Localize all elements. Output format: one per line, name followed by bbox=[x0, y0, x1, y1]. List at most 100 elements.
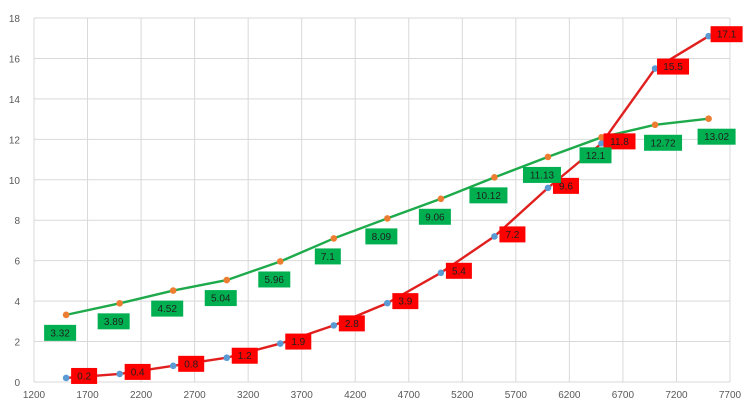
data-label-box bbox=[579, 147, 612, 164]
data-label-box bbox=[71, 367, 98, 384]
data-point bbox=[330, 235, 338, 242]
data-label-box bbox=[697, 128, 736, 145]
y-tick-label: 6 bbox=[14, 257, 20, 268]
data-label: 0.4 bbox=[124, 363, 151, 380]
data-label-text: 1.9 bbox=[291, 337, 305, 348]
data-label-text: 12.1 bbox=[586, 151, 606, 162]
data-label-box bbox=[522, 166, 561, 183]
data-label-box bbox=[285, 333, 312, 350]
data-point bbox=[437, 195, 445, 203]
x-tick-label: 6700 bbox=[612, 390, 635, 401]
data-label-box bbox=[204, 290, 237, 307]
y-tick-label: 0 bbox=[14, 378, 20, 389]
data-point bbox=[116, 300, 123, 307]
data-label-text: 0.8 bbox=[184, 359, 198, 370]
data-label: 8.09 bbox=[365, 228, 398, 245]
data-point bbox=[437, 269, 445, 277]
x-tick-label: 3700 bbox=[291, 390, 314, 401]
data-label-text: 7.1 bbox=[321, 252, 335, 263]
data-label-text: 13.02 bbox=[704, 132, 729, 143]
y-tick-label: 8 bbox=[14, 216, 20, 227]
data-label-box bbox=[445, 262, 472, 279]
data-label-box bbox=[499, 226, 526, 243]
data-point bbox=[705, 32, 712, 40]
data-label: 9.06 bbox=[418, 208, 451, 225]
data-point bbox=[491, 233, 498, 240]
data-label-box bbox=[314, 248, 341, 265]
data-label-box bbox=[258, 271, 291, 288]
data-label-box bbox=[44, 324, 77, 341]
data-label-box bbox=[97, 313, 130, 330]
data-point bbox=[598, 140, 605, 147]
x-tick-label: 4700 bbox=[398, 390, 421, 401]
data-label-text: 12.72 bbox=[651, 138, 676, 149]
data-label-box bbox=[603, 133, 636, 150]
data-point bbox=[62, 374, 70, 382]
data-label: 7.1 bbox=[314, 248, 341, 265]
data-label-text: 3.9 bbox=[398, 297, 412, 308]
data-label-box bbox=[151, 300, 184, 317]
data-label-box bbox=[392, 293, 419, 310]
data-point bbox=[598, 134, 605, 141]
x-tick-label: 7700 bbox=[719, 390, 742, 401]
data-label: 4.52 bbox=[151, 300, 184, 317]
data-label: 10.12 bbox=[469, 187, 508, 204]
data-label: 7.2 bbox=[499, 226, 526, 243]
data-label: 0.8 bbox=[178, 355, 205, 372]
series-1 bbox=[62, 32, 712, 382]
data-label-box bbox=[644, 134, 683, 151]
data-label: 5.4 bbox=[445, 262, 472, 279]
data-label: 17.1 bbox=[710, 26, 743, 43]
data-point bbox=[116, 370, 123, 378]
data-label-text: 5.04 bbox=[211, 294, 231, 305]
data-point bbox=[169, 362, 177, 370]
x-tick-label: 5200 bbox=[451, 390, 474, 401]
data-label: 1.9 bbox=[285, 333, 312, 350]
data-label: 5.04 bbox=[204, 290, 237, 307]
data-label-text: 7.2 bbox=[505, 230, 519, 241]
data-label-box bbox=[418, 208, 451, 225]
data-label: 3.9 bbox=[392, 293, 419, 310]
data-label-text: 10.12 bbox=[476, 191, 501, 202]
data-label: 11.13 bbox=[522, 166, 561, 183]
data-label-text: 15.5 bbox=[663, 62, 683, 73]
x-tick-label: 1700 bbox=[76, 390, 99, 401]
x-tick-label: 7200 bbox=[665, 390, 688, 401]
data-label-box bbox=[710, 26, 743, 43]
data-label: 12.72 bbox=[644, 134, 683, 151]
x-tick-label: 6200 bbox=[558, 390, 581, 401]
data-point bbox=[223, 354, 231, 362]
series-2 bbox=[62, 115, 712, 319]
y-tick-label: 4 bbox=[14, 297, 20, 308]
data-label-text: 4.52 bbox=[157, 304, 177, 315]
data-label-box bbox=[231, 347, 258, 364]
data-label: 15.5 bbox=[657, 58, 690, 75]
data-label-box bbox=[469, 187, 508, 204]
data-label-box bbox=[338, 315, 365, 332]
x-tick-label: 2200 bbox=[130, 390, 153, 401]
data-label: 2.8 bbox=[338, 315, 365, 332]
data-label-text: 2.8 bbox=[345, 319, 359, 330]
data-label: 1.2 bbox=[231, 347, 258, 364]
data-point bbox=[491, 174, 498, 181]
data-label-text: 9.6 bbox=[559, 181, 573, 192]
x-tick-label: 4200 bbox=[344, 390, 367, 401]
data-point bbox=[384, 215, 391, 222]
gridlines bbox=[33, 17, 731, 383]
data-label: 0.2 bbox=[71, 367, 98, 384]
data-labels: 0.2 0.4 0.8 1.2 1.9 2.8 3.9 5.4 7.2 9.6 11.8 15.5 17… bbox=[44, 26, 743, 384]
data-label-box bbox=[124, 363, 151, 380]
data-label-text: 11.13 bbox=[530, 170, 555, 181]
data-point bbox=[384, 299, 391, 307]
y-tick-label: 16 bbox=[9, 54, 21, 65]
data-label-text: 1.2 bbox=[238, 351, 252, 362]
y-tick-label: 18 bbox=[9, 14, 21, 25]
y-tick-label: 2 bbox=[14, 338, 20, 349]
x-tick-label: 2700 bbox=[183, 390, 206, 401]
data-point bbox=[223, 276, 231, 284]
x-tick-label: 1200 bbox=[23, 390, 46, 401]
axis-labels: 1200 1700 2200 2700 3200 3700 4200 4700 5200 5700… bbox=[9, 14, 742, 401]
series-line bbox=[66, 35, 710, 380]
